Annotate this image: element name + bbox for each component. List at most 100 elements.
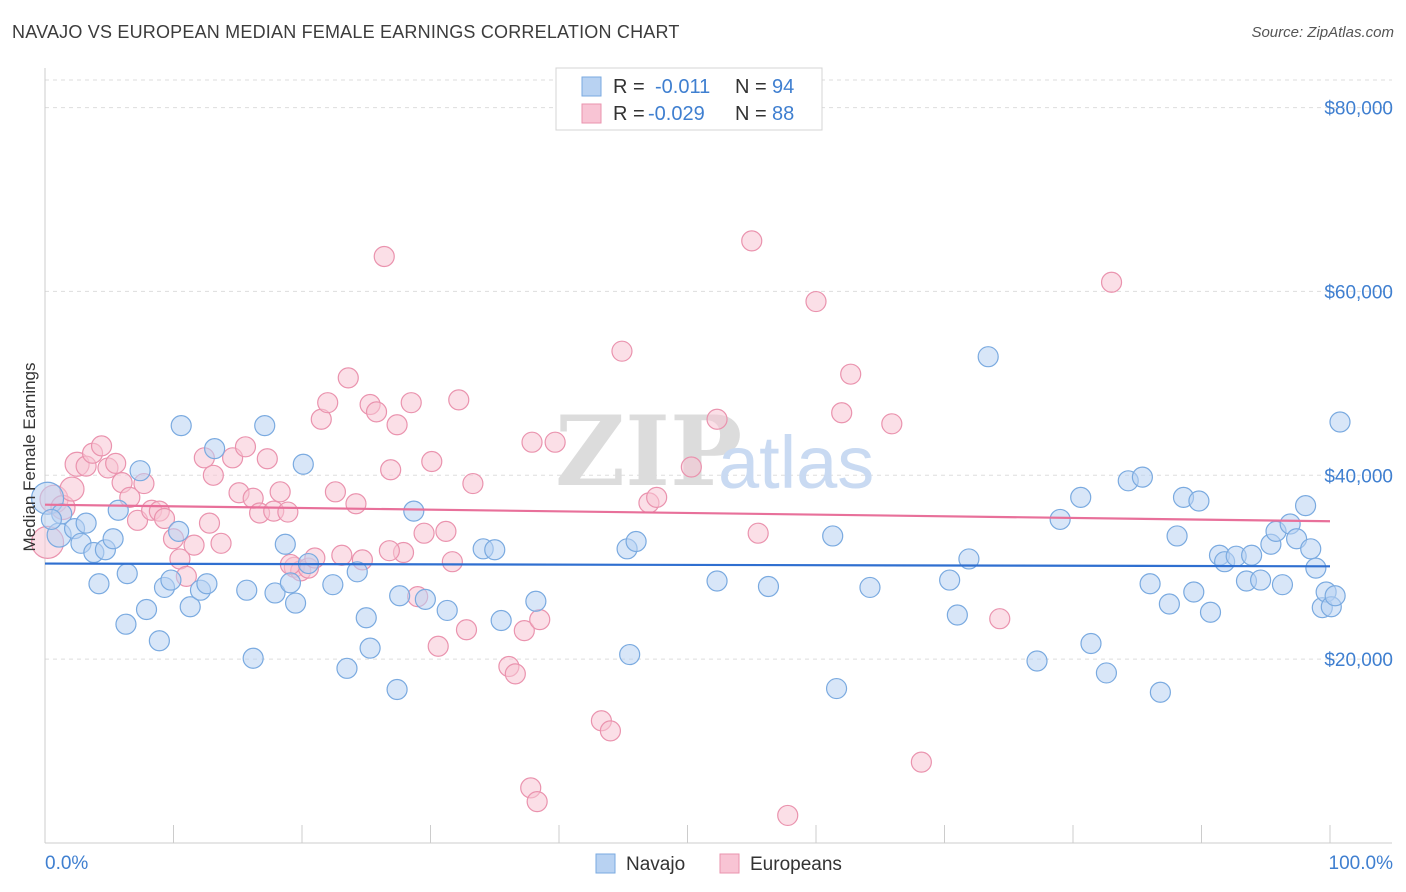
- point-europeans-42: [337, 367, 359, 389]
- point-europeans-7: [90, 435, 113, 457]
- point-navajo-50: [706, 570, 728, 592]
- point-navajo-25: [242, 647, 264, 669]
- point-navajo-40: [403, 500, 425, 522]
- bottom-legend-swatch-navajo: [595, 853, 616, 874]
- point-navajo-7: [88, 573, 110, 595]
- point-navajo-54: [859, 576, 881, 599]
- point-navajo-34: [336, 657, 358, 679]
- chart-source: Source: ZipAtlas.com: [1251, 24, 1394, 41]
- point-navajo-10: [107, 499, 129, 521]
- point-navajo-58: [977, 346, 999, 368]
- point-europeans-83: [1100, 271, 1123, 293]
- point-navajo-71: [1183, 581, 1205, 603]
- trend-lines: [44, 503, 1331, 568]
- point-europeans-77: [805, 290, 827, 313]
- point-europeans-23: [202, 464, 224, 486]
- point-europeans-57: [441, 551, 463, 573]
- point-navajo-11: [116, 563, 138, 585]
- point-navajo-69: [1166, 525, 1188, 547]
- point-europeans-40: [324, 481, 347, 503]
- y-tick-label-2: $60,000: [1324, 282, 1393, 303]
- point-navajo-37: [359, 637, 381, 659]
- point-europeans-59: [455, 619, 478, 641]
- point-navajo-22: [196, 573, 218, 595]
- point-navajo-59: [1026, 650, 1048, 672]
- point-navajo-79: [1250, 569, 1272, 591]
- point-navajo-17: [160, 569, 182, 591]
- point-navajo-28: [274, 533, 296, 555]
- point-europeans-68: [599, 720, 622, 742]
- y-tick-label-0: $20,000: [1324, 650, 1393, 671]
- legend-n-value-navajo: 94: [772, 76, 794, 98]
- bottom-legend-label-navajo: Navajo: [626, 854, 685, 875]
- legend-r-value-europeans: -0.029: [648, 103, 705, 125]
- point-europeans-65: [529, 609, 551, 631]
- trend-line-navajo: [44, 562, 1331, 568]
- point-europeans-49: [386, 414, 408, 436]
- point-europeans-71: [646, 486, 668, 508]
- point-europeans-75: [747, 522, 769, 544]
- point-navajo-20: [179, 596, 201, 618]
- point-navajo-73: [1199, 601, 1222, 623]
- legend-r-label-europeans: R =: [613, 103, 645, 125]
- point-europeans-43: [345, 493, 367, 515]
- point-navajo-46: [525, 590, 547, 612]
- point-navajo-82: [1271, 574, 1294, 596]
- point-europeans-62: [504, 663, 526, 685]
- point-navajo-12: [115, 613, 137, 635]
- legend-n-label-europeans: N =: [735, 103, 767, 125]
- point-europeans-74: [741, 230, 763, 252]
- point-europeans-58: [448, 389, 470, 411]
- y-tick-label-1: $40,000: [1324, 466, 1393, 487]
- point-navajo-65: [1131, 466, 1153, 488]
- y-tick-label-3: $80,000: [1324, 99, 1393, 120]
- point-europeans-33: [277, 501, 299, 523]
- point-europeans-78: [831, 402, 853, 424]
- point-navajo-30: [284, 592, 307, 614]
- point-europeans-72: [680, 456, 702, 478]
- point-europeans-86: [378, 540, 400, 562]
- trend-line-europeans: [44, 503, 1331, 523]
- point-navajo-53: [825, 677, 848, 700]
- point-navajo-61: [1070, 486, 1092, 508]
- point-navajo-62: [1080, 632, 1102, 655]
- point-europeans-48: [380, 459, 402, 481]
- point-europeans-64: [521, 431, 543, 453]
- axes: [44, 68, 1392, 844]
- point-navajo-5: [75, 512, 97, 534]
- point-europeans-85: [526, 791, 548, 813]
- point-navajo-27: [264, 582, 286, 604]
- point-europeans-73: [706, 408, 728, 430]
- point-europeans-27: [234, 436, 257, 458]
- point-navajo-91: [1324, 585, 1346, 607]
- legend-n-value-europeans: 88: [772, 103, 794, 125]
- point-europeans-60: [462, 472, 484, 495]
- point-navajo-23: [204, 438, 226, 460]
- point-navajo-72: [1188, 490, 1210, 512]
- point-europeans-82: [989, 608, 1011, 630]
- point-europeans-54: [421, 450, 443, 473]
- point-navajo-9: [102, 528, 124, 550]
- point-navajo-14: [135, 598, 158, 621]
- point-navajo-24: [236, 579, 258, 601]
- point-navajo-19: [170, 415, 192, 437]
- point-navajo-13: [129, 460, 151, 482]
- x-tick-label-0: 0.0%: [45, 853, 88, 874]
- point-europeans-55: [427, 635, 449, 657]
- point-europeans-39: [317, 392, 339, 414]
- point-navajo-51: [757, 575, 780, 598]
- point-europeans-79: [840, 363, 862, 385]
- stats-legend: R = -0.011 N = 94 R = -0.029 N = 88: [555, 67, 823, 131]
- y-tick-labels: $20,000 $40,000 $60,000 $80,000: [1324, 99, 1393, 672]
- point-navajo-78: [1241, 544, 1263, 566]
- point-europeans-16: [153, 507, 176, 530]
- point-navajo-85: [1294, 495, 1317, 517]
- point-europeans-47: [373, 245, 395, 268]
- point-navajo-87: [1305, 557, 1327, 579]
- point-navajo-66: [1139, 573, 1161, 595]
- point-europeans-24: [210, 532, 232, 554]
- point-europeans-20: [183, 534, 205, 556]
- point-navajo-52: [822, 525, 844, 547]
- point-navajo-86: [1300, 538, 1322, 560]
